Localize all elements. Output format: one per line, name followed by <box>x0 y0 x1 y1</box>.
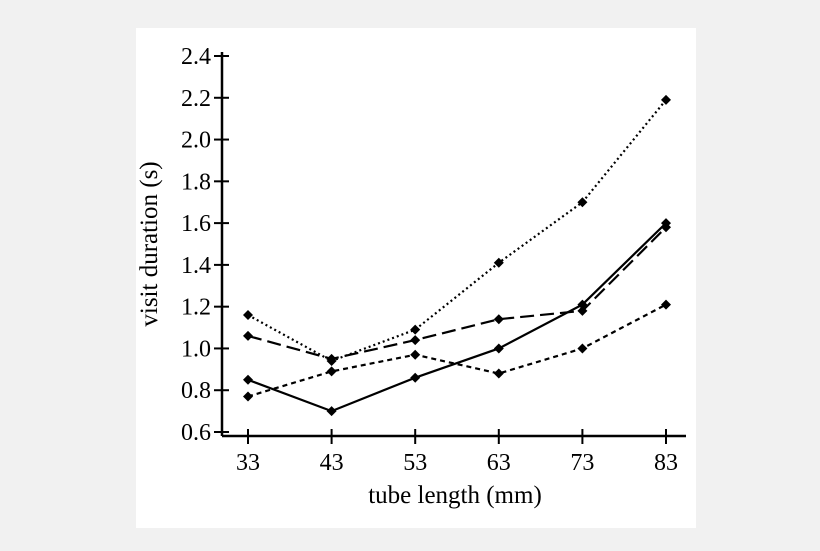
data-point-marker <box>577 197 588 208</box>
data-point-marker <box>577 299 588 310</box>
data-point-marker <box>577 305 588 316</box>
data-point-marker <box>410 335 421 346</box>
series-solid <box>243 218 671 417</box>
series-dotted <box>243 94 671 366</box>
x-tick-label: 53 <box>403 450 427 476</box>
series-line-solid <box>247 222 667 413</box>
data-point-marker <box>493 314 504 325</box>
x-tick-label: 33 <box>236 450 260 476</box>
series-short-dash <box>243 299 671 402</box>
data-point-marker <box>243 374 253 385</box>
series-line-dotted <box>247 99 667 363</box>
data-point-marker <box>243 330 253 341</box>
y-tick-label: 1.6 <box>181 211 211 237</box>
data-point-marker <box>493 343 504 354</box>
data-point-marker <box>661 299 671 310</box>
y-tick-label: 1.2 <box>181 295 211 321</box>
data-point-marker <box>493 257 504 268</box>
data-point-marker <box>410 349 421 360</box>
y-tick-label: 1.0 <box>181 336 211 362</box>
data-point-marker <box>410 324 421 335</box>
data-point-marker <box>326 353 337 364</box>
series-layer <box>243 94 671 417</box>
axes: 0.6 0.8 1.0 1.2 1.4 1.6 1.8 2.0 2.2 2.4 33 43 53 63 73… <box>181 44 686 476</box>
data-point-marker <box>577 343 588 354</box>
x-tick-label: 73 <box>570 450 594 476</box>
x-axis-title: tube length (mm) <box>368 482 542 509</box>
series-long-dash <box>243 222 671 364</box>
y-tick-label: 2.2 <box>181 86 211 112</box>
x-tick-label: 63 <box>487 450 511 476</box>
y-tick-label: 0.6 <box>181 420 211 446</box>
x-tick-label: 43 <box>320 450 344 476</box>
plot-panel <box>136 28 696 528</box>
series-line-short-dash <box>247 303 667 398</box>
data-point-marker <box>243 391 253 402</box>
y-tick-label: 1.8 <box>181 169 211 195</box>
series-line-long-dash <box>247 226 667 361</box>
y-tick-label: 2.0 <box>181 128 211 154</box>
data-point-marker <box>326 406 337 417</box>
data-point-marker <box>661 94 671 105</box>
data-point-marker <box>243 310 253 321</box>
data-point-marker <box>326 366 337 377</box>
y-tick-label: 2.4 <box>181 44 211 70</box>
y-tick-label: 1.4 <box>181 253 211 279</box>
y-tick-label: 0.8 <box>181 378 211 404</box>
y-axis-title: visit duration (s) <box>136 161 163 326</box>
x-tick-label: 83 <box>654 450 678 476</box>
data-point-marker <box>493 368 504 379</box>
data-point-marker <box>410 372 421 383</box>
data-point-marker <box>661 218 671 229</box>
